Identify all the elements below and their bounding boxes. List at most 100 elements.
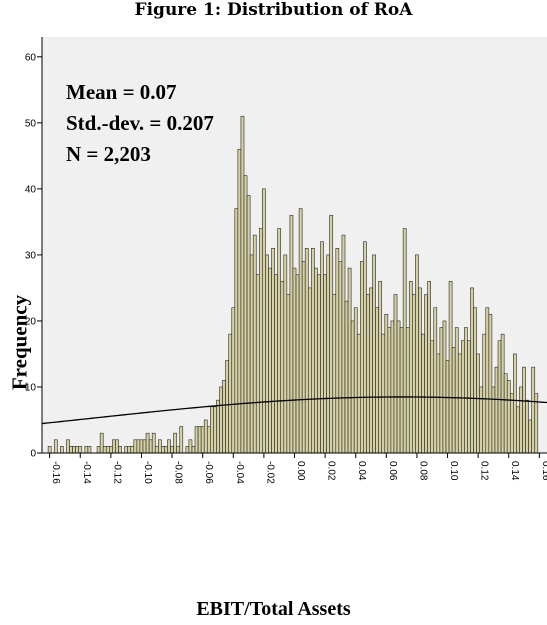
histogram-bar [439, 327, 444, 454]
histogram-bar [457, 353, 462, 454]
histogram-bar [53, 439, 58, 454]
histogram-bar [344, 300, 349, 454]
histogram-bar [341, 234, 346, 454]
histogram-bar [467, 340, 471, 454]
histogram-bar [274, 274, 278, 454]
stat-mean: Mean = 0.07 [66, 80, 177, 104]
histogram-bar [347, 267, 352, 454]
y-tick-label: 10 [25, 382, 37, 393]
histogram-bar [531, 366, 536, 454]
histogram-bar [237, 148, 242, 454]
histogram-bar [366, 294, 370, 454]
y-tick-label: 40 [25, 184, 37, 195]
histogram-bar [185, 446, 190, 454]
histogram-bar [243, 175, 248, 454]
histogram-bar [488, 314, 493, 454]
histogram-bar [139, 439, 144, 454]
histogram-bar [84, 446, 89, 454]
histogram-bar [102, 446, 107, 454]
histogram-bar [262, 188, 266, 454]
histogram-bar [197, 426, 202, 454]
histogram-bar [454, 327, 459, 454]
histogram-bar [271, 248, 275, 454]
histogram-bar [350, 320, 355, 454]
histogram-bar [142, 439, 147, 454]
histogram-bar [78, 446, 83, 454]
histogram-bar [259, 228, 263, 454]
histogram-bar [136, 439, 141, 454]
histogram-bar [130, 446, 135, 454]
histogram-bar [363, 241, 367, 454]
histogram-bar [421, 333, 425, 454]
histogram-bar [124, 446, 128, 454]
histogram-bar [96, 446, 101, 454]
histogram-bar [240, 115, 245, 454]
y-tick-label: 0 [30, 449, 36, 460]
histogram-bar [433, 307, 438, 454]
histogram-bar [528, 419, 532, 454]
x-axis-label: EBIT/Total Assets [196, 598, 351, 620]
histogram-bar [210, 406, 214, 454]
histogram-bar [66, 439, 70, 454]
x-tick-label: -0.12 [111, 461, 122, 484]
histogram-bar [522, 366, 526, 454]
histogram-bar [442, 320, 447, 454]
histogram-bar [356, 333, 361, 454]
histogram-bar [381, 333, 386, 454]
y-tick-label: 30 [25, 250, 37, 261]
histogram-bar [225, 360, 229, 454]
histogram-bar [283, 254, 288, 454]
histogram-bar [87, 446, 92, 454]
stat-n: N = 2,203 [66, 142, 151, 166]
histogram-bar [170, 446, 174, 454]
histogram-bar [301, 261, 306, 454]
histogram-bar [317, 274, 321, 454]
histogram-bar [491, 386, 496, 454]
histogram-bar [234, 208, 239, 454]
histogram-bar [497, 340, 502, 454]
histogram-bar [326, 254, 330, 454]
histogram-bar [525, 399, 529, 454]
histogram-bar [445, 360, 450, 454]
x-tick-label: 0.08 [417, 461, 428, 481]
y-tick-label: 20 [25, 316, 37, 327]
y-tick-label: 50 [25, 118, 37, 129]
histogram-bar [203, 419, 208, 454]
histogram-bar [151, 432, 156, 454]
histogram-bar [133, 439, 138, 454]
histogram-bar [464, 327, 468, 454]
histogram-bar [311, 248, 315, 454]
histogram-bar [448, 281, 453, 454]
x-tick-label: 0.00 [295, 461, 306, 481]
histogram-bar [246, 195, 251, 454]
x-tick-label: -0.02 [264, 461, 275, 484]
histogram-bar [295, 274, 300, 454]
histogram-bar [219, 386, 223, 454]
x-tick-label: 0.02 [326, 461, 337, 481]
histogram-bar [516, 406, 520, 454]
histogram-bar [216, 399, 220, 454]
histogram-bar [115, 439, 119, 454]
x-tick-label: 0.04 [356, 461, 367, 481]
x-tick-label: 0.16 [540, 461, 547, 481]
histogram-bar [228, 333, 233, 454]
histogram-bar [167, 439, 171, 454]
histogram-bar [176, 446, 181, 454]
stat-sd: Std.-dev. = 0.207 [66, 111, 214, 135]
histogram-bar [436, 353, 441, 454]
histogram-bar [255, 274, 260, 454]
histogram-bar [188, 439, 193, 454]
histogram-bar [424, 294, 428, 454]
histogram-bar [105, 446, 110, 454]
histogram-bar [329, 214, 334, 454]
histogram-bar [387, 327, 392, 454]
histogram-bar [109, 446, 113, 454]
histogram-bar [476, 353, 480, 454]
histogram-bar [519, 386, 523, 454]
histogram-bar [268, 267, 272, 454]
histogram-bar [127, 446, 132, 454]
histogram-bar [277, 228, 282, 454]
histogram-bar [415, 254, 419, 454]
x-tick-label: 0.14 [509, 461, 520, 481]
histogram-bar [369, 287, 373, 454]
